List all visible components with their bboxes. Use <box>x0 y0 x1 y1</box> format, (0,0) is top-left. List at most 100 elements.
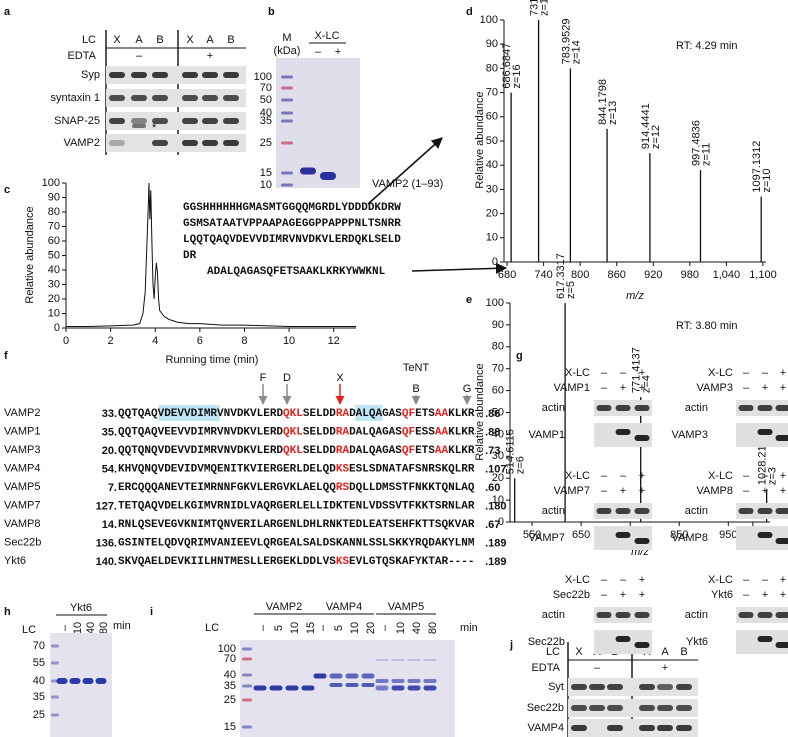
band <box>738 405 754 411</box>
sequence: GSINTELQDVQRIMVANIEEVLQRGEALSALDSKANNLSS… <box>118 537 475 549</box>
y-tick-label: 60 <box>48 235 60 247</box>
header-label: X-LC <box>565 470 590 482</box>
band <box>757 508 773 514</box>
sequence: TETQAQVDELKGIMVRNIDLVAQRGERLELLIDKTENLVD… <box>118 500 475 512</box>
segment: EVLGTQSKAFYKTAR---- <box>349 556 474 568</box>
marker-label: 40 <box>260 107 272 119</box>
y-axis-label: Relative abundance <box>24 206 36 303</box>
y-tick-label: 30 <box>48 278 60 290</box>
band <box>657 684 673 690</box>
band <box>615 429 631 435</box>
peak-mz: 914.4441 <box>640 103 652 149</box>
band <box>571 705 587 711</box>
band <box>639 684 655 690</box>
band <box>281 119 293 123</box>
band <box>375 659 389 661</box>
band <box>596 612 612 618</box>
protein-name: Sec22b <box>4 536 41 548</box>
sign: + <box>780 574 786 586</box>
protein-name: VAMP5 <box>4 481 40 493</box>
band <box>131 95 147 101</box>
y-tick-label: 100 <box>42 177 60 189</box>
marker-label: 15 <box>224 721 236 733</box>
x-tick-label: 12 <box>328 335 340 347</box>
lane-label: – <box>59 624 71 631</box>
segment: SELDD <box>303 408 336 420</box>
marker-label: 10 <box>260 179 272 191</box>
sign: + <box>639 382 645 394</box>
group-label: VAMP4 <box>326 601 362 613</box>
segment: RNLQSEVEGVKNIMTQNVERILARGENLDHLRNKTEDLEA… <box>118 519 475 531</box>
gel <box>276 58 360 188</box>
band <box>253 685 267 691</box>
residue-start: 54. <box>102 463 117 475</box>
sign: – <box>743 367 750 379</box>
panel-letter: j <box>509 639 513 651</box>
band <box>775 508 788 514</box>
band <box>242 657 252 661</box>
sign: – <box>620 574 627 586</box>
residue-end: .67 <box>485 519 500 531</box>
band <box>51 713 59 717</box>
panel-letter: g <box>516 350 523 362</box>
segment: AA <box>435 408 449 420</box>
edta-sign: – <box>136 50 143 62</box>
y-tick-label: 40 <box>492 428 504 440</box>
row-label: SNAP-25 <box>54 115 100 127</box>
marker-label: 35 <box>33 691 45 703</box>
sign: – <box>601 485 608 497</box>
band <box>423 685 437 691</box>
group-label: VAMP5 <box>388 601 424 613</box>
segment: QQTQAQ <box>118 408 158 420</box>
sequence: ERCQQQANEVTEIMRNNFGKVLERGVKLAELQQRSDQLLD… <box>118 482 475 494</box>
band <box>607 684 623 690</box>
blot <box>106 134 246 152</box>
residue-end: .60 <box>485 482 500 494</box>
band <box>738 612 754 618</box>
x-tick-label: 800 <box>571 269 589 281</box>
panel-letter: i <box>150 606 153 618</box>
band <box>202 95 218 101</box>
peak-mz: 731.7564 <box>528 0 540 16</box>
segment: KHVQNQVDEVIDVMQENITKVIERGERLDELQD <box>118 463 336 475</box>
blot <box>106 89 246 107</box>
band <box>423 679 437 683</box>
segment: DQLLDMSSTFNKKTQNLAQ <box>349 482 475 494</box>
y-tick-label: 90 <box>48 191 60 203</box>
band <box>51 661 59 665</box>
sign: + <box>780 589 786 601</box>
y-tick-label: 80 <box>48 206 60 218</box>
band <box>281 111 293 115</box>
band <box>109 95 125 101</box>
panel-letter: b <box>268 6 275 18</box>
band <box>676 725 692 731</box>
lane-label: B <box>156 34 163 46</box>
segment: QKL <box>283 445 303 457</box>
band <box>329 683 343 687</box>
peak-mz: 783.9529 <box>560 19 572 65</box>
band <box>657 725 673 731</box>
band <box>95 678 107 684</box>
y-tick-label: 80 <box>486 62 498 74</box>
peak-mz: 997.4836 <box>690 120 702 166</box>
band <box>202 140 218 146</box>
band <box>589 705 605 711</box>
lane-label: 40 <box>85 622 97 634</box>
band <box>757 405 773 411</box>
y-tick-label: 50 <box>48 249 60 261</box>
y-tick-label: 20 <box>48 293 60 305</box>
band <box>182 118 198 124</box>
row-label: actin <box>685 609 708 621</box>
band <box>242 698 252 702</box>
peak-mz: 771.4137 <box>631 347 643 393</box>
band <box>775 612 788 618</box>
segment: ESLSDNATAFSNRSKQLRR <box>349 463 475 475</box>
band <box>407 679 421 683</box>
marker-label: 100 <box>218 643 236 655</box>
y-axis-label: Relative abundance <box>474 91 486 188</box>
sign: – <box>743 382 750 394</box>
segment: RS <box>336 482 350 494</box>
residue-start: 7. <box>108 482 117 494</box>
band <box>152 72 168 78</box>
segment: QQTQNQVDEVVDIMRVNVDKVLERD <box>118 445 283 457</box>
